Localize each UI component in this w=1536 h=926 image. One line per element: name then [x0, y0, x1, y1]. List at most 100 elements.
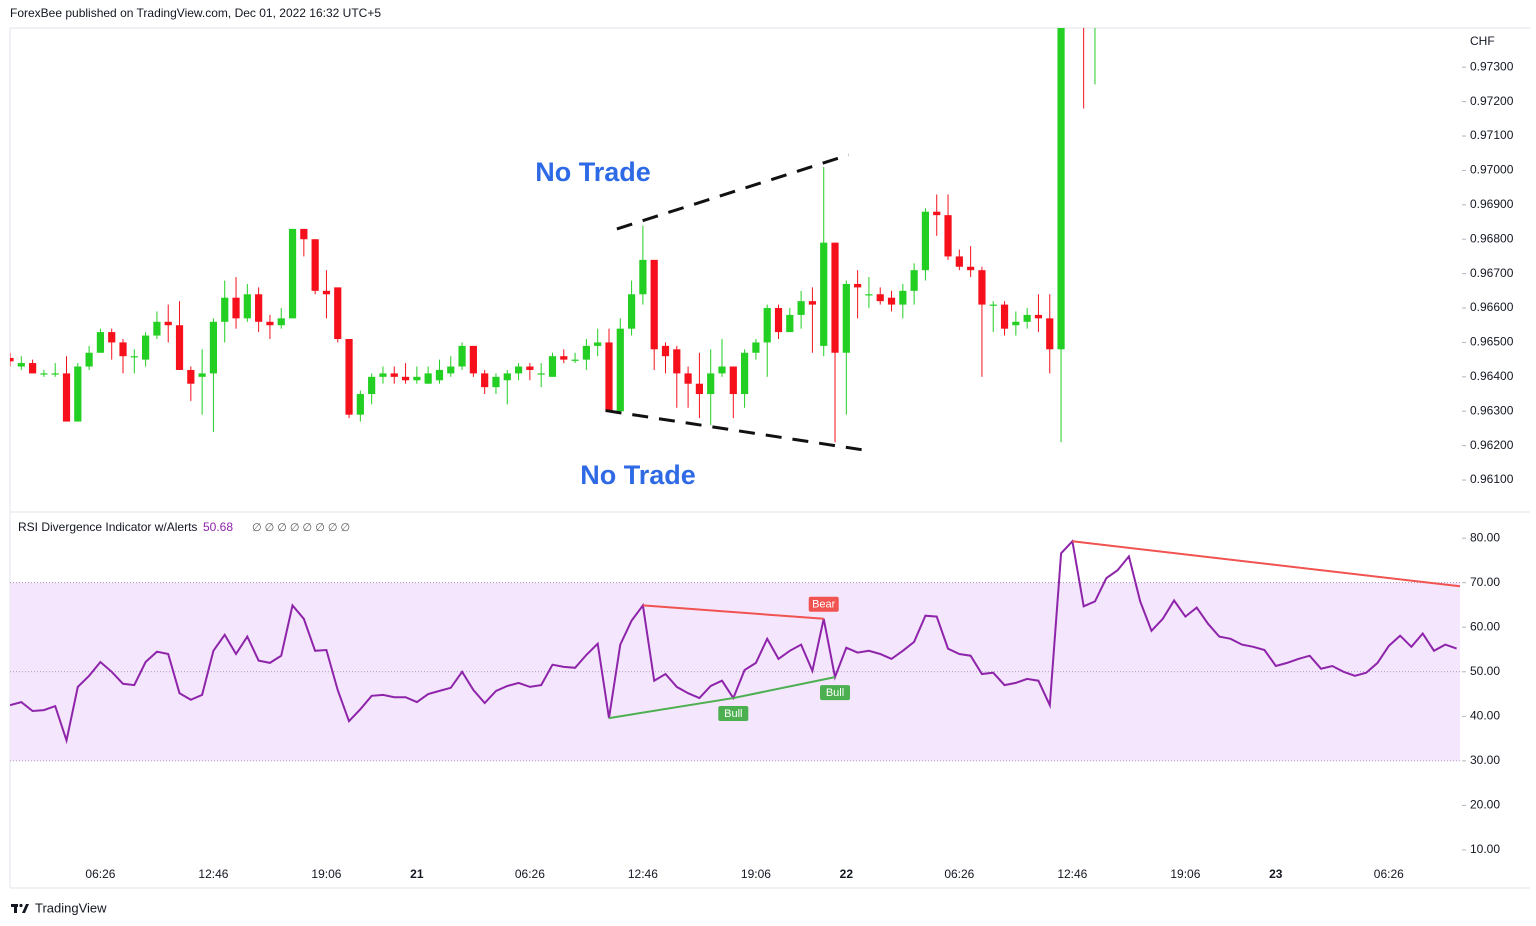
candle-body	[921, 211, 930, 271]
trendline	[605, 409, 867, 452]
y-tick-label: 0.96100	[1470, 472, 1514, 486]
candle-body	[865, 294, 873, 296]
candle-body	[469, 345, 477, 374]
band	[10, 582, 1460, 761]
divergence-line	[733, 676, 836, 700]
candle-body	[594, 342, 602, 346]
candle-body	[967, 266, 975, 271]
y-tick-label: 0.96900	[1470, 197, 1514, 211]
candle-body	[695, 383, 703, 395]
candle-body	[1023, 314, 1031, 322]
candle-body	[774, 308, 783, 333]
y-tick-label: 0.96800	[1470, 231, 1514, 245]
indicator-value: 50.68	[203, 520, 233, 534]
candle-body	[74, 366, 82, 422]
x-tick-label: 06:26	[515, 867, 545, 881]
candle-body	[243, 294, 251, 319]
y-tick-label: 80.00	[1470, 530, 1500, 544]
x-tick-label: 19:06	[1170, 867, 1200, 881]
y-tick-label: 0.96700	[1470, 266, 1514, 280]
candle-body	[831, 242, 839, 353]
candle-body	[718, 366, 726, 374]
candle-body	[627, 294, 636, 329]
x-tick-label: 06:26	[1374, 867, 1404, 881]
candle-body	[198, 373, 206, 377]
candle-body	[673, 349, 681, 374]
y-tick-label: 20.00	[1470, 798, 1500, 812]
candle-body	[639, 259, 647, 295]
annotation: No Trade	[580, 460, 696, 490]
candle-body	[582, 345, 590, 360]
x-tick-label: 12:46	[198, 867, 228, 881]
candle-body	[763, 308, 771, 343]
y-tick-label: 0.96500	[1470, 335, 1514, 349]
candle-body	[616, 328, 624, 412]
y-tick-label: 0.96300	[1470, 403, 1514, 417]
candle-body	[458, 345, 466, 367]
divergence-label: Bull	[724, 708, 742, 720]
y-tick-label: 0.97300	[1470, 59, 1514, 73]
candle-body	[989, 304, 997, 306]
candle-body	[10, 357, 14, 362]
candle-body	[808, 301, 817, 305]
candle-body	[481, 373, 489, 388]
candle-body	[175, 325, 184, 370]
pane	[10, 539, 1460, 762]
y-tick-label: 0.96600	[1470, 300, 1514, 314]
candle-body	[345, 338, 353, 415]
y-tick-label: 10.00	[1470, 842, 1500, 856]
indicator-title: RSI Divergence Indicator w/Alerts	[18, 520, 197, 534]
divergence-line	[1072, 540, 1460, 588]
candle-body	[707, 373, 715, 395]
y-tick-label: 0.97200	[1470, 94, 1514, 108]
candle-body	[944, 215, 952, 257]
x-tick-label: 06:26	[944, 867, 974, 881]
candle-body	[548, 356, 557, 377]
divergence-label: Bear	[812, 599, 836, 611]
candle-body	[255, 294, 263, 322]
y-tick-label: 0.96400	[1470, 369, 1514, 383]
x-tick-label: 12:46	[1057, 867, 1087, 881]
candle-body	[17, 363, 25, 367]
x-tick-label: 21	[410, 867, 424, 881]
candle-body	[277, 318, 285, 326]
candle-body	[368, 376, 376, 395]
candle-body	[356, 394, 364, 415]
candle-body	[119, 342, 127, 357]
candle-body	[842, 283, 850, 353]
candle-body	[820, 242, 828, 346]
candle-body	[142, 335, 150, 360]
divergence-line	[608, 697, 734, 720]
candle-body	[661, 345, 670, 357]
x-tick-label: 19:06	[311, 867, 341, 881]
candle-body	[413, 376, 421, 381]
annotation: No Trade	[535, 157, 651, 187]
candle-body	[187, 369, 195, 384]
y-tick-label: 60.00	[1470, 619, 1500, 633]
divergence-tag	[820, 685, 851, 701]
x-tick-label: 22	[840, 867, 854, 881]
candle-body	[266, 321, 274, 326]
candle-body	[729, 366, 737, 395]
pane	[10, 28, 1096, 452]
candle-body	[435, 369, 444, 381]
candle-body	[492, 376, 500, 388]
candle-body	[221, 297, 229, 322]
candle-body	[752, 342, 760, 353]
candle-body	[209, 321, 218, 374]
divergence-line	[642, 604, 824, 620]
candle-body	[978, 270, 986, 305]
y-tick-label: 50.00	[1470, 664, 1500, 678]
candle-body	[876, 294, 884, 302]
candle-body	[311, 239, 319, 291]
candle-body	[933, 211, 941, 216]
candle-body	[288, 228, 297, 319]
candle-body	[1034, 314, 1043, 319]
y-tick-label: 70.00	[1470, 575, 1500, 589]
candle-body	[334, 287, 342, 339]
candle-body	[854, 283, 862, 288]
indicator-placeholders: ∅ ∅ ∅ ∅ ∅ ∅ ∅ ∅	[252, 522, 350, 534]
trendline	[616, 153, 850, 231]
